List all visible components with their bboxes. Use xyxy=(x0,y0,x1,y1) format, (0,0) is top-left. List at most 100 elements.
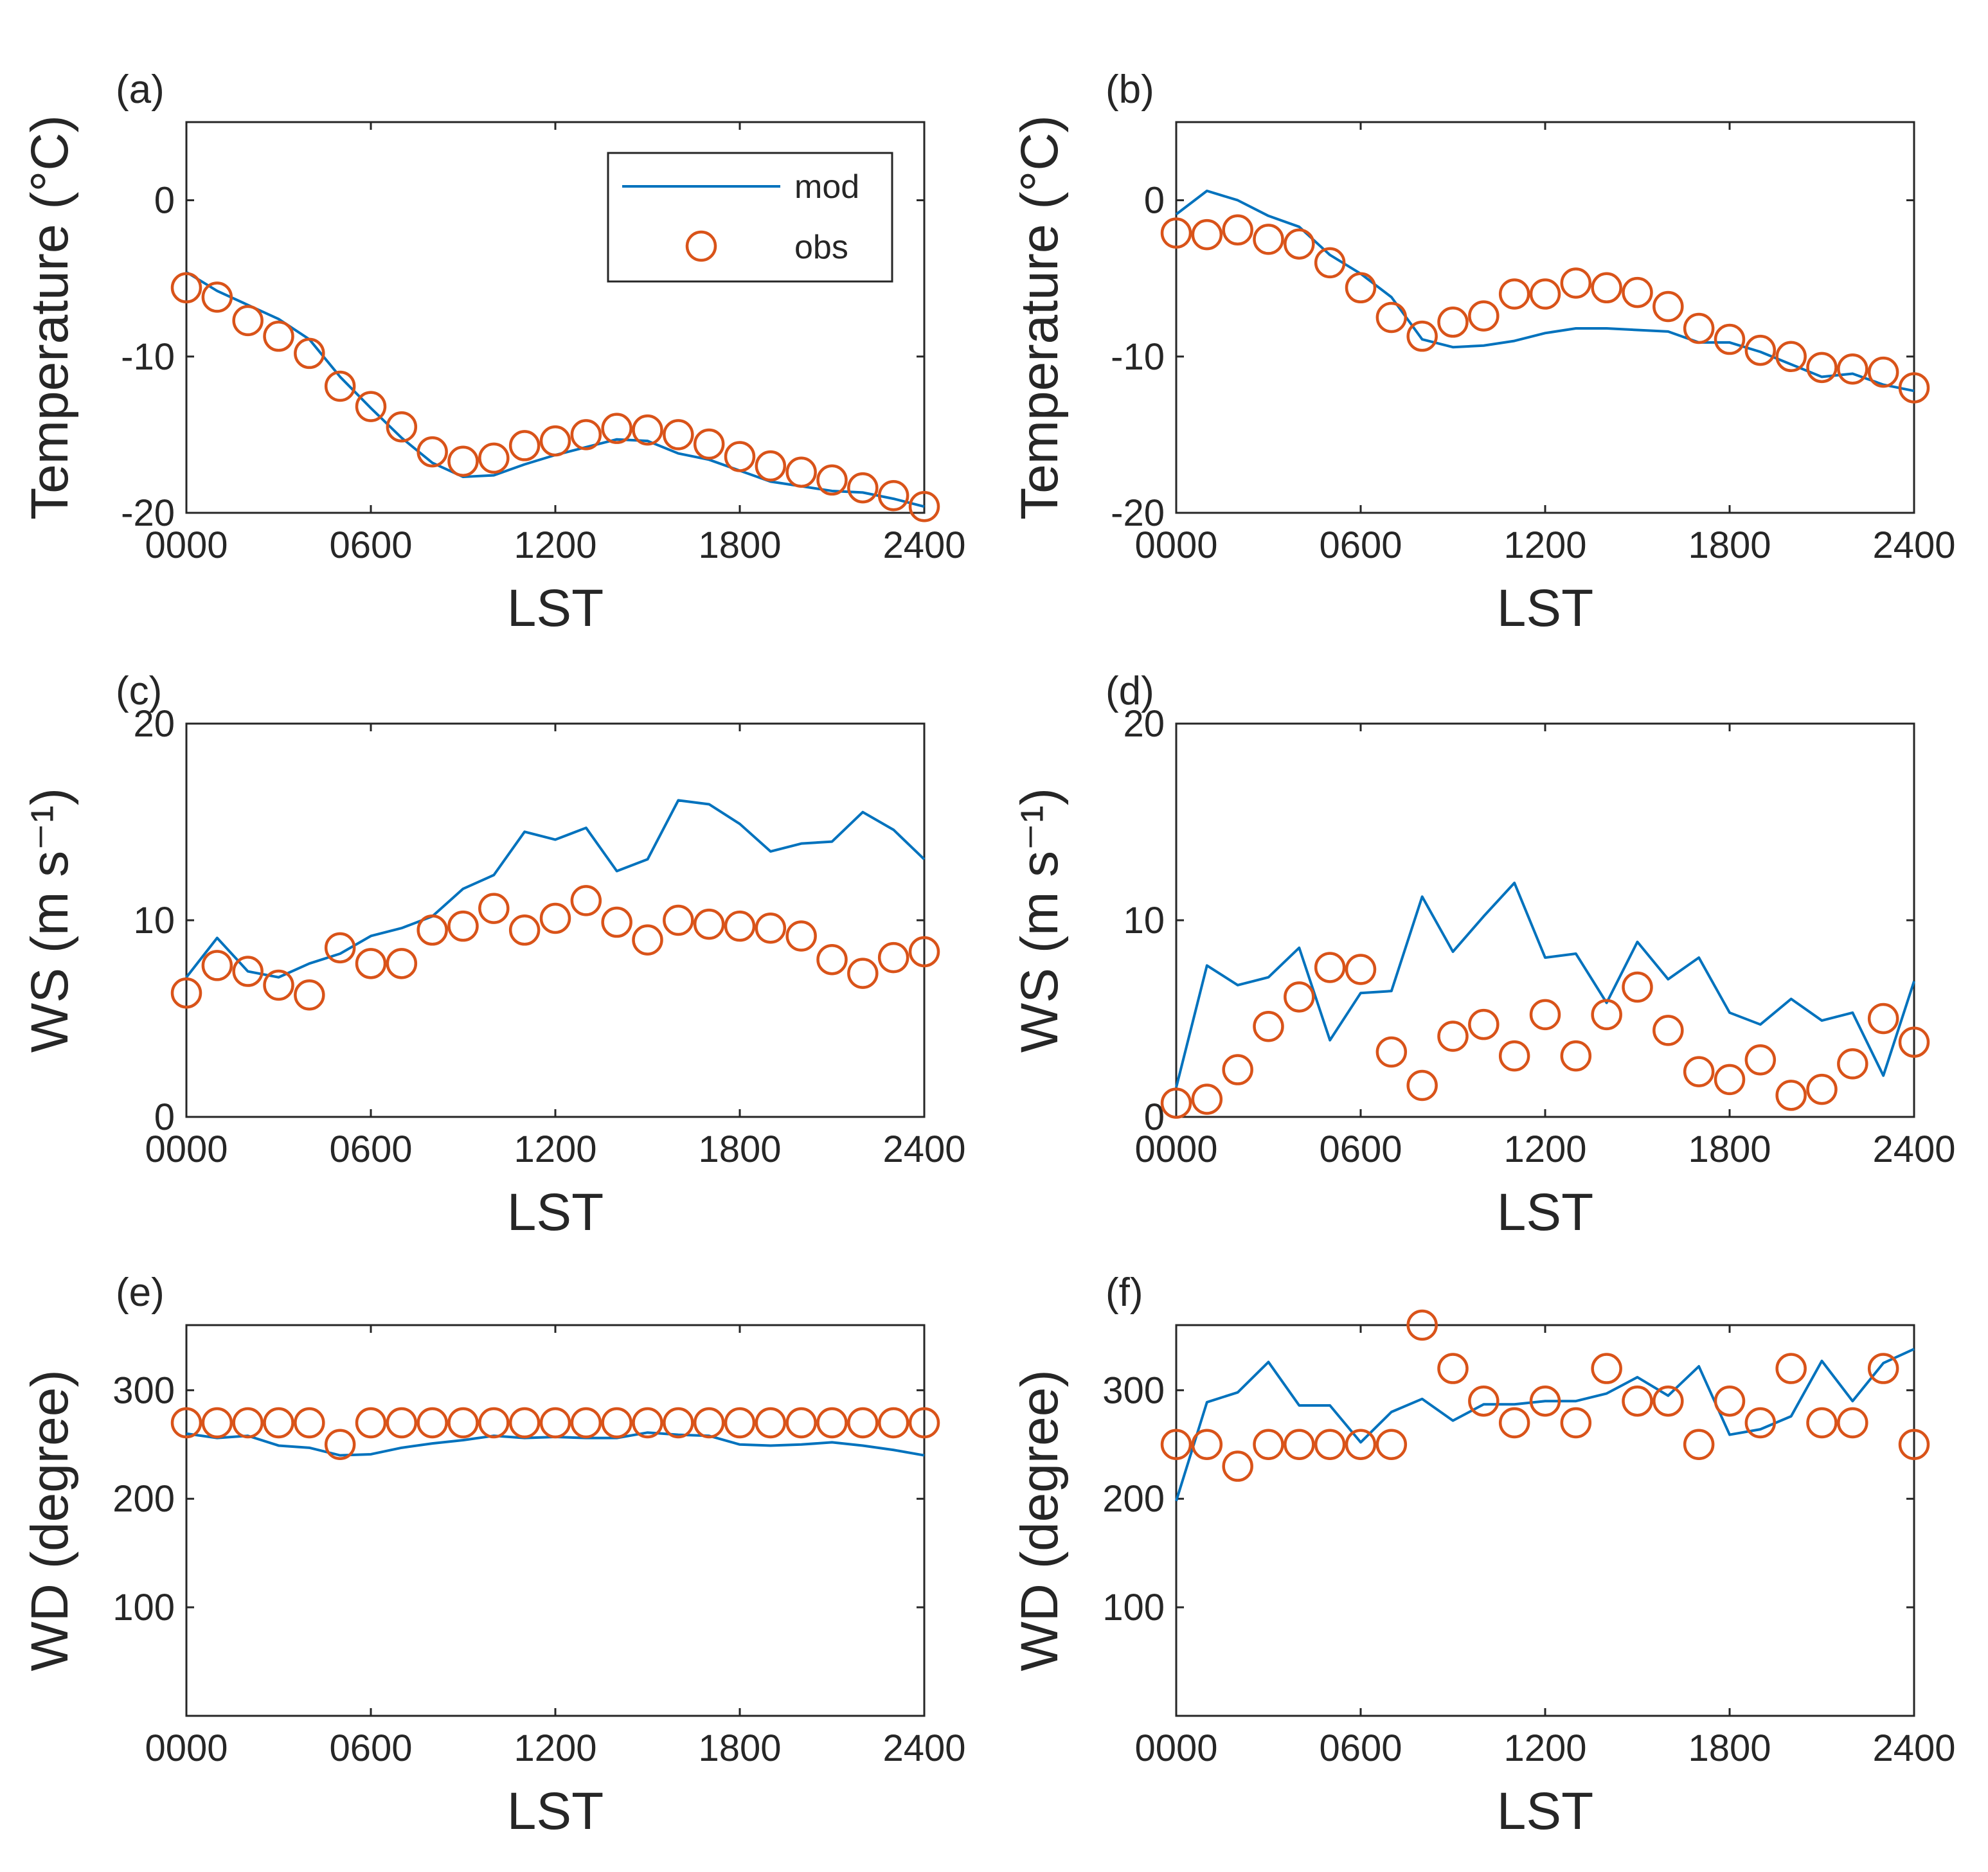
obs-point xyxy=(1498,278,1530,310)
obs-point xyxy=(1468,1385,1500,1417)
obs-point xyxy=(478,893,510,924)
obs-point xyxy=(201,1407,233,1439)
obs-point xyxy=(1345,272,1377,304)
obs-point xyxy=(1744,1044,1777,1076)
obs-point xyxy=(324,932,356,964)
obs-point xyxy=(508,914,541,946)
x-tick-label: 1200 xyxy=(514,524,596,566)
obs-point xyxy=(877,1407,909,1439)
obs-point xyxy=(263,969,294,1001)
obs-point xyxy=(1191,1429,1223,1461)
x-tick-label: 1800 xyxy=(1688,524,1771,566)
x-tick-label: 0600 xyxy=(329,524,412,566)
obs-point xyxy=(386,1407,418,1439)
obs-point xyxy=(601,413,632,444)
obs-point xyxy=(693,1407,725,1439)
plot-area xyxy=(1175,1324,1915,1717)
obs-point xyxy=(1560,1407,1592,1439)
obs-point xyxy=(1375,1429,1408,1461)
panel-label: (d) xyxy=(1106,669,1154,713)
obs-point xyxy=(1222,1054,1253,1085)
obs-point xyxy=(1314,247,1346,279)
obs-point xyxy=(1160,1087,1192,1119)
obs-point xyxy=(294,337,325,370)
obs-point xyxy=(724,910,756,942)
plot-area xyxy=(185,1324,926,1717)
obs-point xyxy=(1284,981,1315,1013)
obs-point xyxy=(785,1407,817,1439)
x-tick-label: 2400 xyxy=(882,524,965,566)
x-tick-label: 2400 xyxy=(1872,1128,1955,1170)
obs-point xyxy=(1837,1048,1868,1080)
obs-point xyxy=(1437,1021,1469,1052)
obs-point xyxy=(847,958,879,989)
panel-label: (c) xyxy=(116,669,162,713)
y-axis-label: Temperature (°C) xyxy=(1010,115,1069,520)
obs-point xyxy=(1683,1429,1715,1461)
obs-point xyxy=(447,910,479,942)
panel-label: (a) xyxy=(116,67,165,112)
legend-obs-swatch xyxy=(685,230,717,262)
mod-series-line xyxy=(1175,881,1915,1088)
obs-point xyxy=(478,442,510,474)
obs-point xyxy=(693,908,725,940)
obs-point xyxy=(416,436,448,468)
obs-point xyxy=(1437,307,1469,338)
y-tick-label: 20 xyxy=(1123,703,1165,745)
obs-point xyxy=(1437,1353,1469,1384)
obs-point xyxy=(1253,224,1284,255)
panel-label: (e) xyxy=(116,1270,165,1315)
obs-point xyxy=(1560,267,1592,299)
x-tick-label: 1200 xyxy=(514,1727,596,1769)
x-tick-label: 0000 xyxy=(145,1727,228,1769)
obs-point xyxy=(1191,218,1223,251)
obs-point xyxy=(755,450,787,482)
obs-point xyxy=(232,956,264,987)
y-tick-label: -20 xyxy=(1111,492,1165,534)
obs-point xyxy=(1652,290,1684,323)
obs-point xyxy=(170,977,202,1009)
obs-point xyxy=(847,1407,879,1439)
obs-point xyxy=(1837,1407,1868,1439)
x-axis-label: LST xyxy=(1497,579,1593,637)
obs-point xyxy=(570,419,602,450)
x-tick-label: 2400 xyxy=(882,1727,965,1769)
obs-point xyxy=(1468,1008,1500,1040)
obs-point xyxy=(663,904,694,936)
obs-point xyxy=(1529,999,1561,1031)
legend-mod-label: mod xyxy=(794,168,859,206)
obs-point xyxy=(170,1407,202,1439)
panel-label: (b) xyxy=(1106,67,1154,112)
obs-point xyxy=(1406,320,1438,352)
mod-series-line xyxy=(1175,190,1915,393)
obs-point xyxy=(447,1407,479,1439)
x-tick-label: 2400 xyxy=(1872,524,1955,566)
obs-point xyxy=(355,391,387,422)
obs-point xyxy=(416,1407,448,1439)
obs-point xyxy=(232,1407,264,1439)
obs-point xyxy=(539,425,571,457)
obs-point xyxy=(416,914,448,946)
obs-point xyxy=(1591,272,1622,304)
plot-area xyxy=(1175,121,1915,514)
x-tick-label: 1800 xyxy=(698,1727,781,1769)
obs-point xyxy=(1191,1083,1223,1115)
x-tick-label: 1200 xyxy=(514,1128,596,1170)
obs-point xyxy=(663,1407,694,1439)
obs-point xyxy=(1529,1385,1561,1417)
obs-point xyxy=(1314,1429,1346,1461)
x-tick-label: 1200 xyxy=(1503,524,1586,566)
plot-area xyxy=(1175,722,1915,1118)
y-tick-label: -10 xyxy=(1111,336,1165,378)
obs-point xyxy=(1652,1385,1684,1417)
obs-point xyxy=(632,1407,663,1439)
obs-point xyxy=(816,1407,848,1439)
obs-point xyxy=(1898,372,1930,404)
y-axis-label: WD (degree) xyxy=(1010,1369,1069,1671)
obs-point xyxy=(1160,1429,1192,1461)
obs-point xyxy=(1253,1010,1284,1042)
obs-point xyxy=(877,941,909,974)
obs-point xyxy=(847,472,879,504)
obs-point xyxy=(1775,341,1807,373)
obs-point xyxy=(294,979,325,1011)
